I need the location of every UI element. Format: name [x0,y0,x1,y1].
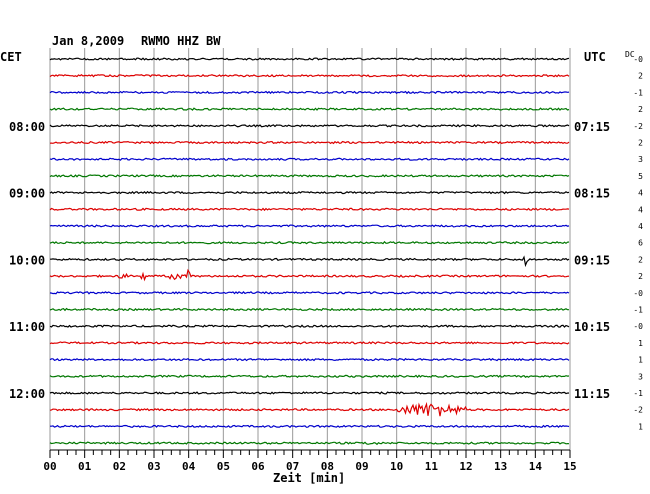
x-tick-label: 07 [286,460,299,473]
trace-line [49,341,570,345]
dc-offset-value: -0 [633,289,643,298]
dc-offset-value: 4 [638,222,643,231]
dc-offset-value: -0 [633,322,643,331]
dc-offset-value: -1 [633,306,643,315]
trace-line [49,291,570,295]
x-tick-label: 06 [251,460,265,473]
x-tick-label: 02 [113,460,126,473]
chart-date: Jan 8,2009 [52,34,124,48]
x-tick-label: 01 [78,460,92,473]
dc-offset-value: 1 [638,422,643,431]
trace-line [49,441,570,446]
right-hour-label: 07:15 [574,120,610,134]
dc-offset-value: -2 [633,406,643,415]
trace-line [50,424,570,429]
dc-offset-value: 3 [638,155,643,164]
right-hour-label: 09:15 [574,253,610,267]
trace-line [49,224,570,228]
trace-line [49,374,570,379]
trace-line [49,268,570,282]
dc-offset-value: 2 [638,105,643,114]
dc-offset-value: 4 [638,189,643,198]
dc-offset-value: -1 [633,389,643,398]
left-timezone: CET [0,50,22,64]
trace-line [49,391,570,395]
dc-offset-value: 2 [638,272,643,281]
right-hour-label: 08:15 [574,187,610,201]
left-hour-label: 11:00 [9,320,45,334]
trace-line [49,157,570,161]
trace-line [49,174,570,178]
axis-labels: 00 01 02 03 04 05 06 07 08 09 10 11 12 13 14 1508:0009:… [9,55,643,473]
dc-offset-value: 2 [638,72,643,81]
dc-header: DC [625,50,635,59]
dc-offset-value: -0 [633,55,643,64]
x-tick-label: 12 [459,460,472,473]
x-tick-label: 13 [494,460,507,473]
x-tick-label: 09 [355,460,368,473]
trace-line [49,307,569,312]
dc-offset-value: 6 [638,239,643,248]
right-hour-label: 10:15 [574,320,610,334]
right-timezone: UTC [584,50,606,64]
dc-offset-value: 3 [638,372,643,381]
trace-line [49,255,570,268]
x-tick-label: 00 [43,460,56,473]
trace-line [49,324,570,328]
dc-offset-value: 5 [638,172,643,181]
x-axis-label: Zeit [min] [273,471,345,485]
left-hour-label: 10:00 [9,253,45,267]
dc-offset-value: -1 [633,88,643,97]
dc-offset-value: 1 [638,356,643,365]
left-hour-label: 08:00 [9,120,45,134]
dc-offset-value: 2 [638,139,643,148]
trace-line [49,57,570,61]
right-hour-label: 11:15 [574,387,610,401]
x-tick-label: 15 [563,460,576,473]
seismic-traces [49,57,570,446]
dc-offset-value: -2 [633,122,643,131]
chart-station: RWMO HHZ BW [141,34,221,48]
x-tick-label: 11 [425,460,439,473]
x-tick-label: 14 [529,460,543,473]
trace-line [49,190,570,195]
trace-line [49,207,570,212]
time-grid [49,48,571,458]
left-hour-label: 12:00 [9,387,45,401]
trace-line [49,90,570,95]
dc-offset-value: 4 [638,205,643,214]
trace-line [49,357,570,362]
trace-line [49,240,570,245]
x-tick-label: 05 [217,460,230,473]
x-tick-label: 10 [390,460,403,473]
x-tick-label: 03 [147,460,160,473]
trace-line [49,73,570,78]
dc-offset-value: 2 [638,255,643,264]
trace-line [49,107,570,111]
trace-line [49,401,570,417]
trace-line [49,124,570,128]
dc-offset-value: 1 [638,339,643,348]
x-tick-label: 04 [182,460,196,473]
trace-line [49,140,570,145]
left-hour-label: 09:00 [9,187,45,201]
x-tick-label: 08 [321,460,334,473]
